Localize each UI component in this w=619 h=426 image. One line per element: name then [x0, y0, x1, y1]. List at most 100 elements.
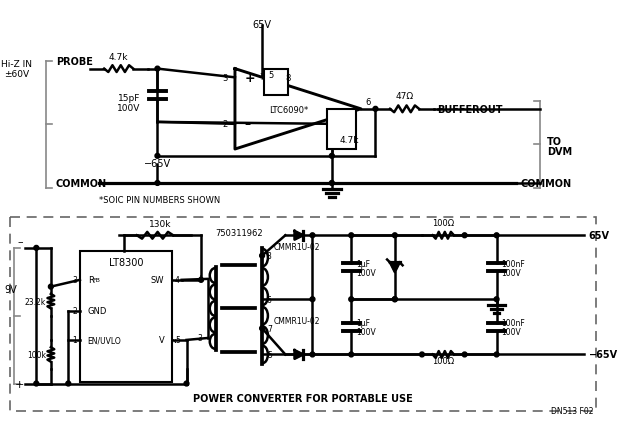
Text: 4.7k: 4.7k: [340, 136, 359, 145]
Bar: [327, 109, 356, 150]
Text: 100k: 100k: [27, 350, 46, 359]
Circle shape: [373, 107, 378, 112]
Circle shape: [349, 297, 353, 302]
Circle shape: [329, 154, 334, 159]
Text: 100V: 100V: [356, 268, 376, 277]
Text: 3: 3: [72, 276, 77, 285]
Circle shape: [494, 352, 499, 357]
Text: 100Ω: 100Ω: [432, 357, 454, 366]
Text: 7: 7: [259, 73, 265, 82]
Text: 5: 5: [267, 350, 272, 359]
Text: LT8300: LT8300: [109, 258, 143, 268]
Bar: [264, 69, 288, 95]
Bar: [80, 251, 172, 382]
Circle shape: [349, 233, 353, 238]
Text: COMMON: COMMON: [56, 178, 107, 188]
Text: PROBE: PROBE: [56, 57, 93, 66]
Circle shape: [329, 181, 334, 186]
Text: 1: 1: [344, 115, 349, 124]
Circle shape: [392, 233, 397, 238]
Text: 750311962: 750311962: [215, 229, 262, 238]
Text: –: –: [17, 236, 23, 247]
Text: −65V: −65V: [144, 158, 171, 168]
Text: 9: 9: [337, 124, 342, 133]
Text: POWER CONVERTER FOR PORTABLE USE: POWER CONVERTER FOR PORTABLE USE: [193, 393, 413, 403]
Circle shape: [310, 233, 315, 238]
Text: 8: 8: [267, 251, 272, 261]
Text: 100Ω: 100Ω: [432, 218, 454, 227]
Text: 100V: 100V: [116, 104, 140, 112]
Circle shape: [310, 297, 315, 302]
Circle shape: [34, 381, 39, 386]
Text: SW: SW: [150, 276, 164, 285]
Text: *SOIC PIN NUMBERS SHOWN: *SOIC PIN NUMBERS SHOWN: [99, 196, 220, 205]
Text: EN/UVLO: EN/UVLO: [88, 336, 121, 345]
Text: Hi-Z IN: Hi-Z IN: [1, 60, 32, 69]
Circle shape: [66, 381, 71, 386]
Text: 65V: 65V: [589, 231, 610, 241]
Polygon shape: [390, 263, 400, 273]
Circle shape: [349, 352, 353, 357]
Circle shape: [155, 181, 160, 186]
Circle shape: [310, 352, 315, 357]
Text: 7: 7: [267, 324, 272, 333]
Text: 15pF: 15pF: [118, 94, 140, 103]
Text: 65V: 65V: [253, 20, 272, 30]
Circle shape: [392, 297, 397, 302]
Circle shape: [199, 278, 204, 282]
Circle shape: [34, 246, 39, 251]
Text: ±60V: ±60V: [4, 70, 30, 79]
Text: 130k: 130k: [149, 220, 171, 229]
Text: 6: 6: [267, 295, 272, 304]
Circle shape: [420, 352, 425, 357]
Circle shape: [494, 297, 499, 302]
Text: IN: IN: [170, 338, 176, 343]
Text: −65V: −65V: [589, 350, 618, 360]
Text: 2: 2: [222, 120, 227, 129]
Text: 3: 3: [197, 334, 202, 343]
Text: TO: TO: [547, 137, 562, 147]
Text: 3: 3: [222, 74, 227, 83]
Text: 6: 6: [366, 97, 371, 106]
Text: CMMR1U-02: CMMR1U-02: [274, 317, 320, 325]
Circle shape: [462, 233, 467, 238]
Text: +: +: [15, 379, 25, 389]
Text: LTC6090*: LTC6090*: [269, 106, 308, 115]
Text: CMMR1U-02: CMMR1U-02: [274, 242, 320, 251]
Circle shape: [184, 381, 189, 386]
Text: BUFFEROUT: BUFFEROUT: [438, 104, 503, 115]
Text: +: +: [245, 72, 255, 85]
Text: 9V: 9V: [4, 284, 17, 294]
Text: FB: FB: [92, 277, 100, 282]
Text: 100nF: 100nF: [501, 319, 525, 328]
Circle shape: [259, 326, 264, 331]
Circle shape: [494, 233, 499, 238]
Text: 1μF: 1μF: [356, 319, 370, 328]
Text: 4: 4: [197, 275, 202, 284]
Text: –: –: [245, 118, 251, 131]
Polygon shape: [295, 231, 303, 240]
Text: DVM: DVM: [547, 147, 572, 156]
Text: 4: 4: [175, 276, 180, 285]
Text: 47Ω: 47Ω: [396, 92, 413, 101]
Text: 100nF: 100nF: [501, 259, 525, 268]
Text: R: R: [88, 276, 93, 285]
Text: 8: 8: [285, 74, 291, 83]
Text: 4: 4: [331, 138, 336, 147]
Text: 5: 5: [268, 71, 274, 80]
Text: 4.7k: 4.7k: [109, 53, 128, 62]
Text: 100V: 100V: [356, 328, 376, 337]
Text: 2: 2: [72, 307, 77, 316]
Polygon shape: [295, 350, 303, 359]
Text: 100V: 100V: [501, 268, 521, 277]
Text: V: V: [158, 336, 164, 345]
Circle shape: [48, 285, 53, 289]
Circle shape: [155, 67, 160, 72]
Text: 1: 1: [72, 336, 77, 345]
Circle shape: [155, 154, 160, 159]
Text: DN513 F02: DN513 F02: [551, 406, 594, 414]
Text: 100V: 100V: [501, 328, 521, 337]
Text: 1μF: 1μF: [356, 259, 370, 268]
Text: GND: GND: [88, 307, 107, 316]
Bar: [10, 217, 596, 411]
